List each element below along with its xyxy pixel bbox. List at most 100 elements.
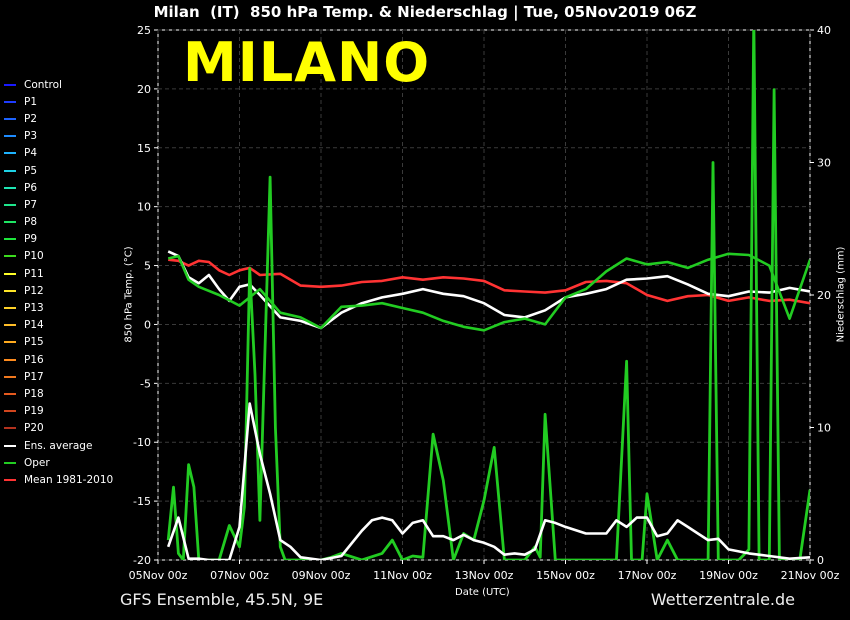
legend-label: P3 — [24, 130, 38, 143]
y-tick-label: -10 — [133, 436, 151, 449]
city-label: MILANO — [183, 31, 431, 94]
model-info: GFS Ensemble, 45.5N, 9E — [120, 590, 324, 609]
legend-swatch — [4, 461, 16, 464]
y-axis-label: 850 hPa Temp. (°C) — [123, 246, 135, 343]
x-tick-label: 13Nov 00z — [455, 569, 514, 582]
legend-label: P7 — [24, 198, 38, 211]
legend-swatch — [4, 324, 16, 327]
x-tick-label: 19Nov 00z — [699, 569, 758, 582]
legend-item: P15 — [4, 334, 130, 351]
legend-item: P17 — [4, 368, 130, 385]
legend-label: P8 — [24, 216, 38, 229]
x-axis-label: Date (UTC) — [455, 587, 510, 598]
y-tick-label: 10 — [137, 201, 151, 214]
legend-label: P17 — [24, 370, 44, 383]
x-tick-label: 17Nov 00z — [618, 569, 677, 582]
y-tick-label: 0 — [144, 318, 151, 331]
x-tick-label: 11Nov 00z — [373, 569, 432, 582]
legend-swatch — [4, 358, 16, 361]
legend-swatch — [4, 100, 16, 103]
y2-tick-label: 30 — [817, 157, 831, 170]
legend-swatch — [4, 169, 16, 172]
legend: Control P1 P2 P3 P4 P5 P6 P7 P8 P9 P10 P11 P12 P13 P14… — [4, 76, 130, 489]
legend-label: P13 — [24, 302, 44, 315]
legend-swatch — [4, 203, 16, 206]
legend-label: P15 — [24, 336, 44, 349]
legend-swatch — [4, 221, 16, 224]
legend-label: P18 — [24, 387, 44, 400]
legend-label: P5 — [24, 164, 38, 177]
legend-item: P16 — [4, 351, 130, 368]
legend-swatch — [4, 255, 16, 258]
series-line-ens-average-precip — [166, 402, 810, 560]
chart-title: Milan (IT) 850 hPa Temp. & Niederschlag … — [153, 3, 697, 21]
legend-swatch — [4, 410, 16, 413]
y2-tick-label: 10 — [817, 422, 831, 435]
y-tick-label: 5 — [144, 260, 151, 273]
x-tick-label: 07Nov 00z — [210, 569, 269, 582]
legend-label: P2 — [24, 112, 38, 125]
y2-axis-label: Niederschlag (mm) — [835, 246, 847, 343]
legend-item: P14 — [4, 317, 130, 334]
legend-label: P14 — [24, 319, 44, 332]
legend-item: Mean 1981-2010 — [4, 471, 130, 488]
legend-swatch — [4, 307, 16, 310]
legend-item: P10 — [4, 248, 130, 265]
y2-tick-label: 40 — [817, 24, 831, 37]
legend-item: P3 — [4, 128, 130, 145]
legend-item: P18 — [4, 385, 130, 402]
legend-swatch — [4, 375, 16, 378]
legend-label: Oper — [24, 456, 50, 469]
legend-label: P6 — [24, 181, 38, 194]
y2-tick-label: 0 — [817, 554, 824, 567]
source-credit: Wetterzentrale.de — [650, 590, 795, 609]
legend-item: P9 — [4, 231, 130, 248]
legend-label: P16 — [24, 353, 44, 366]
legend-item: P19 — [4, 403, 130, 420]
legend-item: P5 — [4, 162, 130, 179]
legend-label: P12 — [24, 284, 44, 297]
legend-label: Ens. average — [24, 439, 93, 452]
legend-item: Oper — [4, 454, 130, 471]
x-tick-label: 15Nov 00z — [536, 569, 595, 582]
legend-item: P7 — [4, 196, 130, 213]
legend-item: Control — [4, 76, 130, 93]
y-tick-label: -15 — [133, 495, 151, 508]
series-line-oper-precip — [166, 30, 810, 560]
legend-label: Control — [24, 78, 62, 91]
legend-swatch — [4, 135, 16, 138]
legend-swatch — [4, 238, 16, 241]
series-line-mean-1981-2010 — [168, 258, 810, 305]
legend-label: Mean 1981-2010 — [24, 473, 114, 486]
legend-item: P6 — [4, 179, 130, 196]
legend-label: P11 — [24, 267, 44, 280]
y-tick-label: -20 — [133, 554, 151, 567]
legend-item: P11 — [4, 265, 130, 282]
legend-swatch — [4, 444, 16, 447]
legend-item: P1 — [4, 93, 130, 110]
legend-label: P10 — [24, 250, 44, 263]
legend-swatch — [4, 83, 16, 86]
legend-swatch — [4, 272, 16, 275]
y-tick-label: 25 — [137, 24, 151, 37]
x-tick-label: 09Nov 00z — [292, 569, 351, 582]
legend-swatch — [4, 186, 16, 189]
legend-item: Ens. average — [4, 437, 130, 454]
legend-item: P12 — [4, 282, 130, 299]
legend-item: P4 — [4, 145, 130, 162]
legend-item: P8 — [4, 214, 130, 231]
legend-swatch — [4, 152, 16, 155]
legend-swatch — [4, 289, 16, 292]
legend-swatch — [4, 341, 16, 344]
legend-swatch — [4, 392, 16, 395]
x-tick-label: 05Nov 00z — [129, 569, 188, 582]
legend-swatch — [4, 427, 16, 430]
y-tick-label: 20 — [137, 83, 151, 96]
y-tick-label: 15 — [137, 142, 151, 155]
legend-label: P9 — [24, 233, 38, 246]
legend-label: P19 — [24, 405, 44, 418]
legend-item: P13 — [4, 299, 130, 316]
y2-tick-label: 20 — [817, 289, 831, 302]
x-tick-label: 21Nov 00z — [781, 569, 840, 582]
